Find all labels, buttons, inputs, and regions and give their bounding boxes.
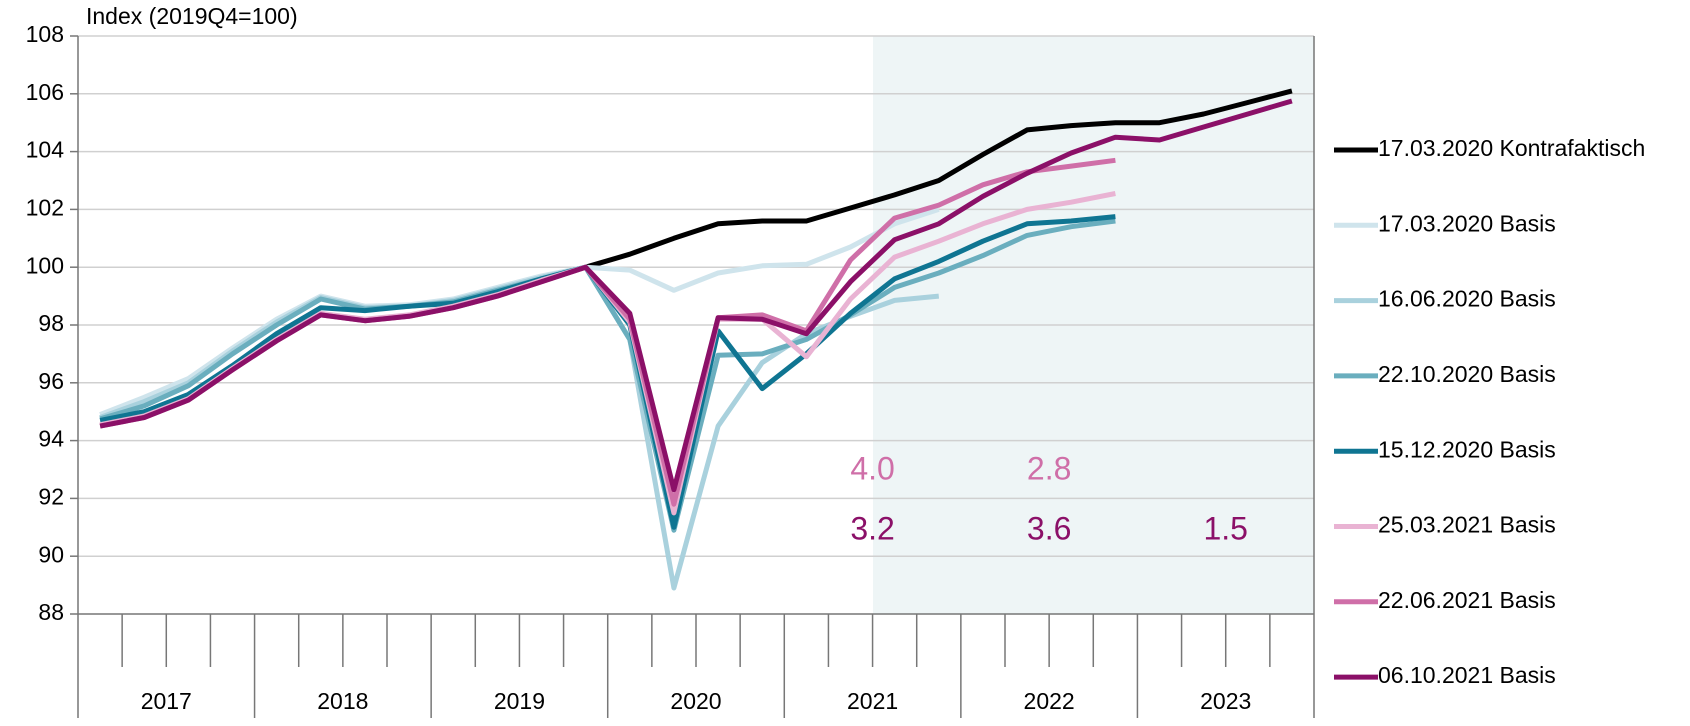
legend-label: 06.10.2021 Basis [1378,662,1556,688]
year-label: 2021 [847,688,898,714]
series-line [99,98,1293,493]
y-tick-label: 106 [26,79,64,105]
series-line [99,264,940,591]
legend-label: 22.10.2020 Basis [1378,361,1556,387]
y-tick-label: 88 [38,599,64,625]
y-tick-label: 98 [38,310,64,336]
y-tick-label: 104 [26,137,65,163]
y-tick-label: 96 [38,368,64,394]
legend-label: 17.03.2020 Kontrafaktisch [1378,135,1645,161]
legend-label: 17.03.2020 Basis [1378,210,1556,236]
year-label: 2017 [141,688,192,714]
year-label: 2023 [1200,688,1251,714]
y-tick-label: 90 [38,541,64,567]
y-tick-label: 94 [38,426,64,452]
y-tick-label: 108 [26,21,64,47]
y-axis-label: Index (2019Q4=100) [86,3,298,29]
annotation: 4.0 [850,450,894,486]
legend-label: 22.06.2021 Basis [1378,587,1556,613]
year-label: 2022 [1024,688,1075,714]
annotation: 1.5 [1203,510,1247,546]
year-label: 2019 [494,688,545,714]
series-line [584,88,1293,270]
year-label: 2020 [670,688,721,714]
annotation: 2.8 [1027,450,1071,486]
annotation: 3.6 [1027,510,1071,546]
series-line [99,207,940,417]
y-tick-label: 102 [26,194,64,220]
y-tick-label: 92 [38,483,64,509]
legend-label: 16.06.2020 Basis [1378,286,1556,312]
annotation: 3.2 [850,510,894,546]
y-tick-label: 100 [26,252,64,278]
series-line [99,218,1116,533]
year-label: 2018 [317,688,368,714]
legend-label: 15.12.2020 Basis [1378,436,1556,462]
legend-label: 25.03.2021 Basis [1378,512,1556,538]
